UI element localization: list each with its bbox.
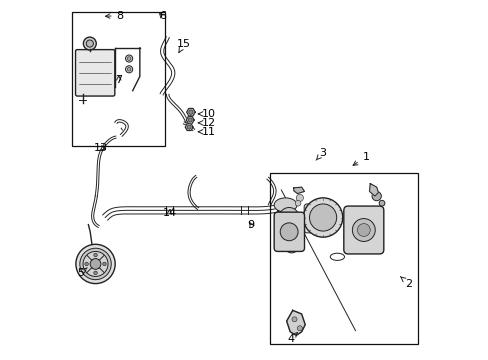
Circle shape bbox=[83, 251, 108, 276]
Circle shape bbox=[291, 317, 296, 322]
Circle shape bbox=[188, 110, 193, 114]
FancyBboxPatch shape bbox=[75, 50, 115, 96]
Ellipse shape bbox=[274, 198, 296, 212]
Circle shape bbox=[90, 258, 101, 269]
Text: 3: 3 bbox=[315, 148, 325, 160]
Bar bbox=[72, 12, 165, 146]
Circle shape bbox=[127, 67, 131, 71]
Polygon shape bbox=[186, 117, 194, 123]
Text: 4: 4 bbox=[287, 332, 297, 344]
Ellipse shape bbox=[279, 207, 299, 228]
Circle shape bbox=[127, 57, 131, 60]
Circle shape bbox=[84, 262, 88, 266]
FancyBboxPatch shape bbox=[274, 212, 304, 251]
Polygon shape bbox=[185, 124, 193, 131]
Ellipse shape bbox=[278, 219, 299, 230]
Circle shape bbox=[83, 37, 96, 50]
Circle shape bbox=[187, 125, 191, 129]
Circle shape bbox=[297, 326, 302, 331]
Circle shape bbox=[86, 40, 93, 47]
Polygon shape bbox=[369, 184, 378, 196]
Circle shape bbox=[188, 118, 192, 122]
Ellipse shape bbox=[283, 237, 299, 253]
Text: 7: 7 bbox=[115, 75, 122, 85]
Circle shape bbox=[378, 201, 384, 206]
Text: 1: 1 bbox=[352, 152, 369, 165]
Polygon shape bbox=[293, 187, 304, 194]
Text: 6: 6 bbox=[159, 12, 165, 21]
Text: 12: 12 bbox=[198, 118, 215, 128]
Text: 13: 13 bbox=[94, 143, 108, 153]
Ellipse shape bbox=[281, 235, 299, 243]
Text: 9: 9 bbox=[247, 220, 254, 230]
Circle shape bbox=[357, 224, 369, 237]
Circle shape bbox=[80, 248, 111, 280]
Text: 2: 2 bbox=[400, 276, 411, 289]
Circle shape bbox=[125, 66, 132, 73]
Bar bbox=[269, 173, 417, 344]
Circle shape bbox=[309, 204, 336, 231]
Circle shape bbox=[295, 201, 300, 206]
Polygon shape bbox=[186, 108, 195, 116]
Circle shape bbox=[125, 55, 132, 62]
Polygon shape bbox=[286, 310, 305, 336]
Circle shape bbox=[76, 244, 115, 284]
FancyBboxPatch shape bbox=[304, 204, 332, 233]
Circle shape bbox=[102, 262, 106, 266]
Text: 15: 15 bbox=[176, 39, 190, 53]
Circle shape bbox=[296, 194, 303, 202]
Text: 11: 11 bbox=[198, 127, 215, 137]
Text: 14: 14 bbox=[162, 208, 176, 218]
Circle shape bbox=[280, 223, 298, 241]
Circle shape bbox=[352, 219, 374, 242]
Circle shape bbox=[94, 271, 97, 275]
FancyBboxPatch shape bbox=[343, 206, 383, 254]
Ellipse shape bbox=[281, 222, 300, 242]
Circle shape bbox=[94, 253, 97, 257]
Circle shape bbox=[303, 198, 342, 237]
Circle shape bbox=[371, 192, 381, 201]
Text: 10: 10 bbox=[198, 109, 215, 119]
Text: 8: 8 bbox=[105, 11, 123, 21]
Text: 5: 5 bbox=[77, 267, 87, 278]
